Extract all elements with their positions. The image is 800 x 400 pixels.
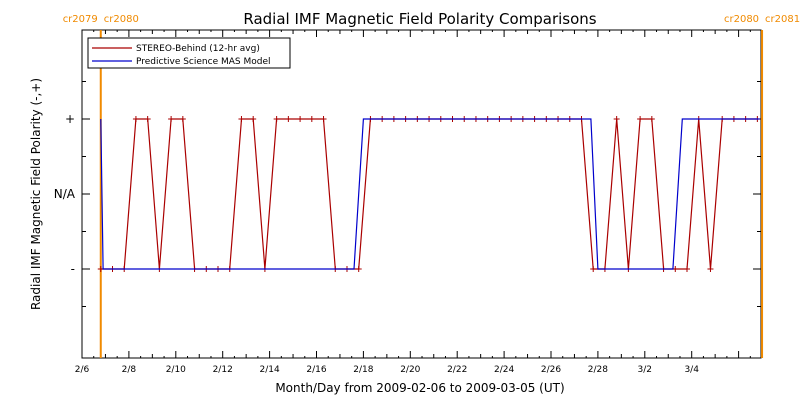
x-tick-label: 2/8: [122, 365, 137, 375]
x-tick-label: 3/4: [684, 365, 699, 375]
x-tick-label: 2/28: [588, 365, 608, 375]
legend-box: [87, 37, 291, 69]
cr-label-right: cr2081: [765, 14, 800, 25]
carrington-rotation-markers: cr2079 cr2080 cr2080 cr2081: [63, 14, 800, 358]
y-tick-label: -: [71, 262, 75, 276]
x-tick-label: 2/12: [213, 365, 233, 375]
legend-label-stereo: STEREO-Behind (12-hr avg): [136, 44, 260, 54]
y-tick-label: +: [65, 112, 75, 126]
x-tick-label: 2/20: [400, 365, 420, 375]
chart-title: Radial IMF Magnetic Field Polarity Compa…: [243, 10, 596, 28]
axis-ticks: [81, 30, 761, 358]
legend: STEREO-Behind (12-hr avg) Predictive Sci…: [87, 37, 291, 69]
x-axis-label: Month/Day from 2009-02-06 to 2009-03-05 …: [275, 381, 564, 395]
y-tick-label: N/A: [54, 187, 76, 201]
y-tick-labels: - N/A +: [54, 112, 76, 276]
x-tick-label: 3/2: [638, 365, 652, 375]
x-tick-label: 2/18: [353, 365, 373, 375]
stereo-series-line: [100, 118, 758, 270]
cr-label-left: cr2079: [63, 14, 98, 25]
x-tick-label: 2/10: [166, 365, 186, 375]
y-axis-label: Radial IMF Magnetic Field Polarity (-,+): [29, 78, 43, 310]
cr-label-left: cr2080: [724, 14, 759, 25]
plot-frame: [81, 29, 762, 359]
x-tick-label: 2/26: [541, 365, 561, 375]
series-group: [97, 116, 761, 272]
x-tick-labels: 2/6 2/8 2/10 2/12 2/14 2/16 2/18 2/20 2/22 2/24 2/…: [75, 365, 699, 375]
model-series-line: [100, 118, 760, 270]
legend-label-model: Predictive Science MAS Model: [136, 57, 271, 67]
x-tick-label: 2/22: [447, 365, 467, 375]
x-tick-label: 2/14: [259, 365, 279, 375]
x-tick-label: 2/16: [306, 365, 326, 375]
cr-label-right: cr2080: [104, 14, 139, 25]
x-tick-label: 2/24: [494, 365, 514, 375]
x-tick-label: 2/6: [75, 365, 90, 375]
